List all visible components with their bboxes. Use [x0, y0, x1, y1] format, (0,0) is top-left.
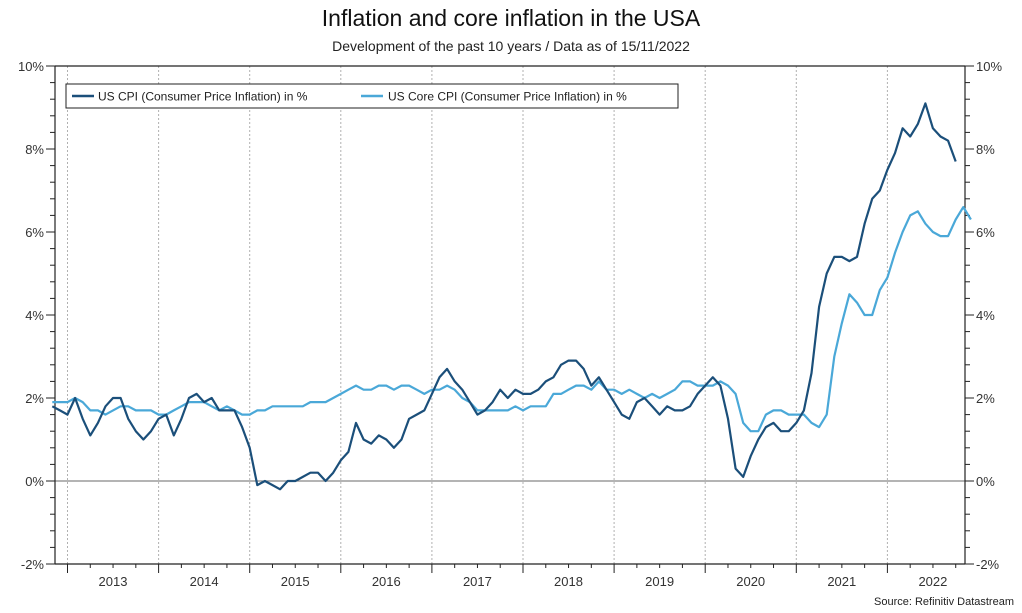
y-tick-label-left: 8%	[25, 142, 44, 157]
y-tick-label-left: 0%	[25, 474, 44, 489]
y-tick-label-right: 10%	[976, 59, 1002, 74]
y-tick-label-left: 2%	[25, 391, 44, 406]
x-tick-label: 2018	[554, 574, 583, 589]
legend-label-cpi: US CPI (Consumer Price Inflation) in %	[98, 90, 308, 104]
x-tick-label: 2013	[99, 574, 128, 589]
legend: US CPI (Consumer Price Inflation) in % U…	[65, 83, 679, 109]
y-tick-label-left: 6%	[25, 225, 44, 240]
y-tick-label-right: 4%	[976, 308, 995, 323]
x-tick-label: 2019	[645, 574, 674, 589]
y-tick-label-left: -2%	[21, 557, 45, 572]
legend-label-core-cpi: US Core CPI (Consumer Price Inflation) i…	[388, 90, 627, 104]
y-tick-label-right: 0%	[976, 474, 995, 489]
y-tick-label-left: 4%	[25, 308, 44, 323]
x-tick-label: 2021	[827, 574, 856, 589]
y-tick-label-right: -2%	[976, 557, 1000, 572]
chart-subtitle: Development of the past 10 years / Data …	[332, 38, 690, 54]
x-tick-label: 2015	[281, 574, 310, 589]
x-tick-label: 2017	[463, 574, 492, 589]
axes: -2% -2% 0% 0% 2% 2% 4% 4% 6% 6% 8% 8% 10% 10% 2013 2014…	[18, 59, 1002, 589]
series-line-core-cpi	[52, 206, 972, 433]
series-lines	[51, 102, 972, 491]
y-tick-label-left: 10%	[18, 59, 44, 74]
x-tick-label: 2020	[736, 574, 765, 589]
grid-lines	[55, 66, 965, 564]
y-tick-label-right: 2%	[976, 391, 995, 406]
x-tick-label: 2022	[918, 574, 947, 589]
x-tick-label: 2014	[190, 574, 219, 589]
chart-title: Inflation and core inflation in the USA	[321, 5, 701, 31]
y-tick-label-right: 8%	[976, 142, 995, 157]
y-tick-label-right: 6%	[976, 225, 995, 240]
series-line-cpi	[51, 102, 957, 491]
x-tick-label: 2016	[372, 574, 401, 589]
source-note: Source: Refinitiv Datastream	[874, 596, 1014, 608]
